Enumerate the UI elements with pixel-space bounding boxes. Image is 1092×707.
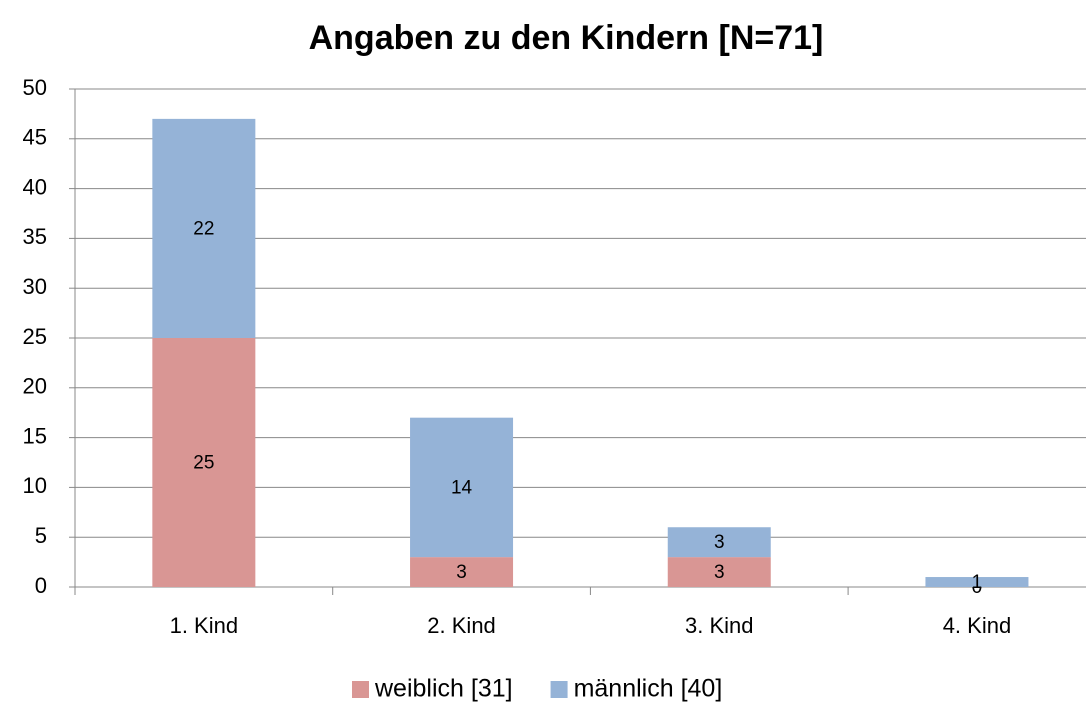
bar-segment <box>410 417 514 558</box>
y-tick-label: 10 <box>23 473 47 498</box>
bar-segment <box>667 527 771 558</box>
data-label: 1 <box>972 572 983 593</box>
data-label: 3 <box>456 562 467 583</box>
data-label: 25 <box>193 453 214 474</box>
legend-swatch <box>550 681 568 698</box>
data-label: 3 <box>714 532 725 553</box>
legend-label: weiblich [31] <box>374 675 513 703</box>
x-tick-label: 4. Kind <box>943 613 1012 638</box>
x-tick-label: 1. Kind <box>170 613 239 638</box>
bar-segment <box>667 557 771 587</box>
bar-segment <box>925 577 1029 587</box>
y-tick-label: 40 <box>23 174 47 199</box>
data-label: 0 <box>972 577 983 598</box>
chart-title: Angaben zu den Kindern [N=71] <box>309 19 824 57</box>
data-label: 3 <box>714 562 725 583</box>
y-tick-label: 0 <box>35 573 47 598</box>
y-tick-label: 15 <box>23 423 47 448</box>
y-tick-label: 25 <box>23 324 47 349</box>
y-tick-label: 5 <box>35 523 47 548</box>
legend-swatch <box>352 681 369 698</box>
y-tick-label: 45 <box>23 125 47 150</box>
data-label: 22 <box>193 218 214 239</box>
y-tick-label: 20 <box>23 374 47 399</box>
bar-segment <box>152 338 256 587</box>
y-tick-label: 50 <box>23 75 47 100</box>
bar-segment <box>152 118 256 338</box>
x-tick-label: 2. Kind <box>427 613 496 638</box>
y-tick-label: 30 <box>23 274 47 299</box>
bar-segment <box>410 557 514 587</box>
legend-label: männlich [40] <box>574 675 723 703</box>
data-label: 14 <box>451 477 473 498</box>
x-tick-label: 3. Kind <box>685 613 754 638</box>
y-tick-label: 35 <box>23 224 47 249</box>
